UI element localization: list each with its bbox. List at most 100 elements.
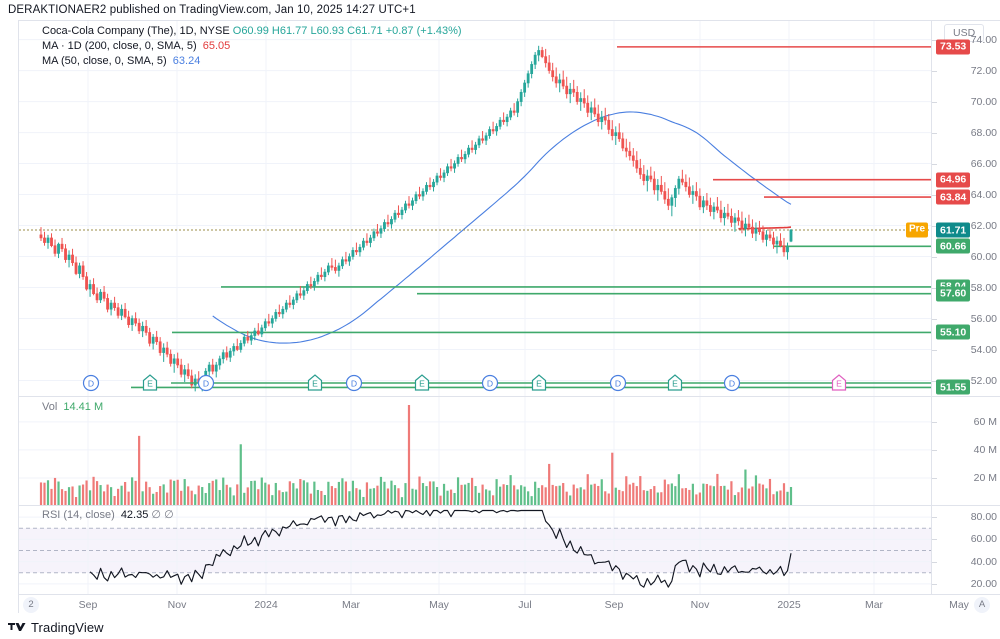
volume-bar — [562, 483, 565, 506]
volume-bar — [260, 477, 263, 506]
price-tick-label: 52.00 — [970, 374, 997, 387]
volume-bar — [428, 481, 432, 506]
volume-bar — [176, 479, 179, 506]
time-tick-label: Sep — [604, 599, 624, 611]
price-badge-support[interactable]: 57.60 — [936, 286, 971, 302]
rsi-extra-2: ∅ — [164, 509, 174, 521]
volume-bar — [537, 487, 540, 506]
volume-bar — [726, 489, 730, 506]
volume-bar — [463, 484, 467, 506]
volume-bar — [95, 481, 99, 506]
volume-bar — [614, 487, 617, 506]
volume-bar — [555, 486, 558, 506]
dividend-marker-label: D — [351, 378, 357, 388]
dividend-marker-label: D — [88, 378, 94, 388]
rsi-extra-1: ∅ — [151, 509, 161, 521]
footer-brand[interactable]: TradingView — [8, 620, 104, 635]
price-badge-resistance[interactable]: 73.53 — [936, 39, 971, 55]
rsi-plot-area[interactable] — [19, 506, 931, 595]
volume-bar — [92, 476, 95, 506]
volume-legend[interactable]: Vol 14.41 M — [42, 400, 103, 415]
volume-bar — [656, 492, 659, 506]
volume-legend-secondary[interactable]: Vol 14.41 M — [42, 506, 103, 507]
volume-bar — [646, 490, 649, 506]
volume-bar — [292, 483, 295, 506]
volume-bar — [320, 490, 323, 506]
volume-bar — [593, 483, 596, 506]
earnings-marker — [667, 374, 683, 391]
price-badge-resistance[interactable]: 64.96 — [936, 172, 971, 188]
rsi-legend[interactable]: RSI (14, close) 42.35 ∅ ∅ — [42, 508, 174, 523]
volume-axis[interactable]: 60 M 40 M 20 M — [931, 397, 1000, 506]
chart-frame: D E D E D E D E D E D E USD 74.00 72.00 70.00 68.00 66.… — [18, 20, 1000, 613]
price-badge-support[interactable]: 51.55 — [936, 379, 971, 395]
dividend-marker — [345, 374, 363, 392]
candlestick-series — [39, 45, 793, 392]
dividend-marker — [82, 374, 100, 392]
volume-bar — [670, 483, 673, 506]
price-badge-support[interactable]: 55.10 — [936, 324, 971, 340]
volume-bar — [299, 479, 302, 506]
volume-bar — [208, 483, 211, 506]
price-badge-support[interactable]: 60.66 — [936, 238, 971, 254]
earnings-marker-label: E — [536, 379, 542, 389]
rsi-chart-svg — [19, 506, 931, 595]
volume-bar — [372, 488, 376, 506]
timezone-badge[interactable]: 2 — [23, 597, 39, 613]
price-tick-label: 56.00 — [970, 312, 997, 325]
volume-bar — [499, 486, 502, 506]
volume-plot-area[interactable] — [19, 397, 931, 506]
volume-bar — [488, 490, 491, 506]
volume-bar — [779, 490, 782, 506]
time-axis[interactable]: 2 Sep Nov 2024 Mar May Jul Sep Nov 2025 Mar May A — [19, 594, 1000, 615]
volume-bar — [50, 488, 53, 506]
rsi-pane[interactable]: 80.00 60.00 40.00 20.00 Vol 14.41 M RSI (14… — [19, 505, 1000, 595]
price-change: +0.87 — [385, 25, 414, 37]
rsi-label: RSI (14, close) — [42, 509, 115, 521]
volume-bar — [341, 478, 344, 506]
earnings-marker — [531, 374, 547, 391]
tradingview-logo-icon — [8, 622, 26, 631]
volume-bar — [295, 488, 298, 506]
volume-bar — [180, 490, 183, 506]
symbol-legend-row[interactable]: Coca-Cola Company (The), 1D, NYSE O60.99… — [42, 24, 462, 39]
volume-bar — [46, 480, 50, 506]
volume-bar — [583, 489, 586, 506]
volume-bar — [688, 489, 691, 506]
volume-bar — [337, 481, 340, 506]
volume-chart-svg — [19, 397, 931, 506]
volume-bar — [758, 483, 761, 506]
volume-bar — [705, 483, 708, 506]
volume-bar — [113, 496, 116, 506]
volume-bar — [541, 485, 544, 506]
volume-bar — [358, 489, 362, 506]
earnings-marker-label: E — [312, 379, 318, 389]
auto-scale-badge[interactable]: A — [974, 597, 990, 613]
volume-bar — [351, 480, 355, 506]
volume-bar — [400, 497, 404, 506]
volume-pane[interactable]: 60 M 40 M 20 M Vol 14.41 M — [19, 396, 1000, 506]
axis-tick-mark — [932, 101, 937, 103]
volume-bar — [607, 493, 610, 506]
volume-bar — [698, 492, 701, 506]
currency-badge[interactable]: USD — [944, 24, 985, 42]
volume-bar — [57, 481, 60, 506]
dividend-marker-label: D — [203, 378, 209, 388]
price-badge-last-price[interactable]: 61.71 — [936, 222, 971, 238]
volume-bar — [155, 491, 158, 506]
price-axis[interactable]: USD 74.00 72.00 70.00 68.00 66.00 64.00 62.00 6… — [906, 21, 1000, 396]
price-pane[interactable]: D E D E D E D E D E D E USD 74.00 72.00 70.00 68.00 66.… — [19, 21, 1000, 396]
ma200-value: 65.05 — [202, 40, 231, 52]
ma200-legend-row[interactable]: MA · 1D (200, close, 0, SMA, 5) 65.05 — [42, 39, 462, 54]
earnings-marker-label: E — [836, 379, 842, 389]
volume-bar — [789, 486, 793, 506]
volume-bar — [138, 435, 141, 506]
earnings-marker-label: E — [672, 379, 678, 389]
volume-tick-label: 20 M — [973, 471, 997, 484]
rsi-line — [89, 509, 792, 588]
volume-bar — [169, 479, 172, 506]
price-badge-resistance[interactable]: 63.84 — [936, 189, 971, 205]
ma50-legend-row[interactable]: MA (50, close, 0, SMA, 5) 63.24 — [42, 54, 462, 69]
rsi-axis[interactable]: 80.00 60.00 40.00 20.00 — [931, 506, 1000, 595]
